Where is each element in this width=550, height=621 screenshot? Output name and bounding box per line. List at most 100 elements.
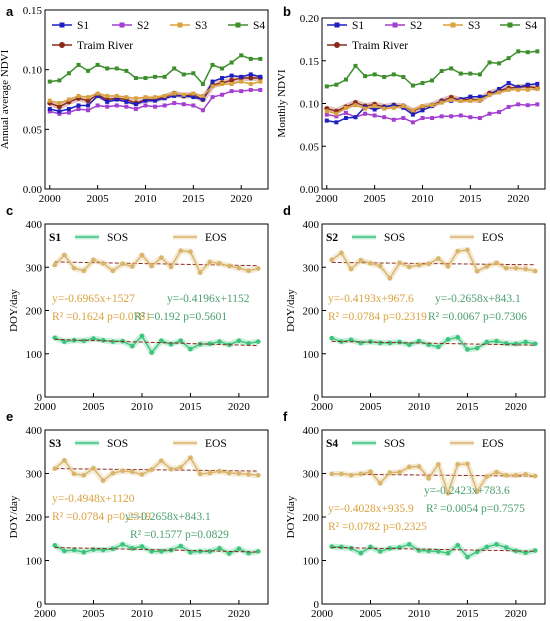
y-tick-label: 0	[314, 599, 320, 611]
series-line	[54, 457, 259, 482]
data-point	[439, 100, 444, 105]
series-line	[54, 250, 259, 274]
data-point	[217, 546, 222, 551]
legend-marker	[334, 22, 340, 28]
data-point	[358, 340, 364, 346]
data-point	[449, 66, 454, 71]
data-point	[153, 104, 158, 109]
data-point	[487, 111, 492, 116]
sos-r2-p: R² =0.1577 p=0.0829	[130, 529, 229, 541]
x-tick-label: 2005	[87, 193, 110, 205]
data-point	[114, 66, 119, 71]
data-point	[535, 102, 540, 107]
eos-r2-p: R² =0.0784 p=0.2319	[52, 511, 151, 523]
data-point	[110, 339, 116, 344]
data-point	[339, 471, 344, 477]
y-tick-label: 400	[303, 425, 320, 437]
sos-equation: y=-0.4196x+1152	[167, 293, 250, 305]
trend-line	[54, 546, 259, 553]
data-point	[153, 95, 158, 100]
data-point	[81, 549, 87, 555]
legend: SOS EOS	[75, 438, 227, 450]
data-point	[484, 474, 490, 479]
data-point	[258, 87, 263, 92]
data-point	[329, 544, 334, 549]
trend-line	[54, 468, 259, 472]
x-tick-label: 2010	[134, 193, 157, 205]
data-point	[207, 549, 213, 554]
data-point	[525, 103, 530, 108]
y-axis-label: DOY/day	[285, 289, 297, 332]
data-point	[391, 105, 396, 110]
data-point	[410, 112, 415, 117]
trend-line	[54, 338, 259, 347]
data-point	[178, 465, 184, 470]
x-tick-label: 2000	[34, 608, 57, 620]
legend: S1 S2 S3 S4 Traim River	[327, 20, 537, 52]
data-point	[226, 551, 232, 556]
data-point	[226, 470, 232, 476]
data-point	[149, 467, 154, 472]
data-point	[129, 264, 135, 269]
data-point	[484, 339, 490, 345]
data-point	[506, 56, 511, 61]
data-point	[256, 339, 261, 344]
y-tick-label: 0.05	[300, 141, 320, 153]
data-point	[468, 94, 473, 99]
x-tick-label: 2010	[408, 401, 431, 413]
trend-line	[331, 546, 536, 552]
legend-label: S2	[137, 20, 149, 32]
data-point	[229, 81, 234, 86]
annotations: y=-0.4948x+1120 R² =0.0784 p=0.2319y=-0.2…	[52, 493, 229, 541]
data-point	[129, 469, 135, 475]
data-point	[129, 343, 135, 349]
legend-marker	[392, 22, 398, 28]
x-tick-label: 2000	[39, 193, 62, 205]
data-point	[62, 339, 67, 344]
y-axis-label: Annual average NDVI	[0, 49, 11, 149]
data-point	[81, 338, 87, 344]
data-point	[172, 91, 177, 96]
data-point	[516, 85, 521, 90]
data-point	[487, 92, 492, 97]
series-line	[331, 463, 536, 494]
data-point	[477, 116, 482, 121]
legend: S1 S2 S3 S4 Traim River	[52, 20, 265, 52]
data-point	[334, 120, 339, 125]
data-point	[188, 249, 193, 254]
x-tick-label: 2015	[459, 193, 482, 205]
data-point	[248, 81, 253, 86]
data-point	[382, 74, 387, 79]
data-point	[523, 266, 528, 272]
data-point	[200, 97, 205, 102]
data-point	[81, 268, 87, 274]
plot-frame	[44, 9, 269, 190]
data-point	[334, 114, 339, 119]
data-point	[513, 341, 519, 347]
data-point	[181, 72, 186, 77]
data-point	[246, 341, 251, 346]
data-point	[258, 74, 263, 79]
panel-letter: b	[283, 4, 291, 19]
data-point	[229, 60, 234, 65]
data-point	[533, 268, 538, 274]
data-point	[445, 550, 451, 556]
data-point	[506, 87, 511, 92]
x-tick-label: 2000	[311, 401, 334, 413]
data-point	[56, 104, 62, 110]
data-point	[358, 471, 364, 477]
legend-label: S3	[195, 20, 207, 32]
data-point	[436, 462, 441, 467]
data-point	[401, 74, 406, 79]
x-tick-label: 2015	[179, 401, 202, 413]
data-point	[497, 90, 502, 95]
legend-label: S1	[77, 20, 89, 32]
data-point	[149, 350, 154, 355]
data-point	[124, 95, 129, 100]
data-point	[178, 543, 184, 549]
legend-label: Traim River	[352, 40, 408, 52]
data-point	[410, 120, 415, 125]
data-point	[239, 79, 244, 84]
data-point	[506, 104, 511, 109]
data-point	[343, 110, 348, 115]
